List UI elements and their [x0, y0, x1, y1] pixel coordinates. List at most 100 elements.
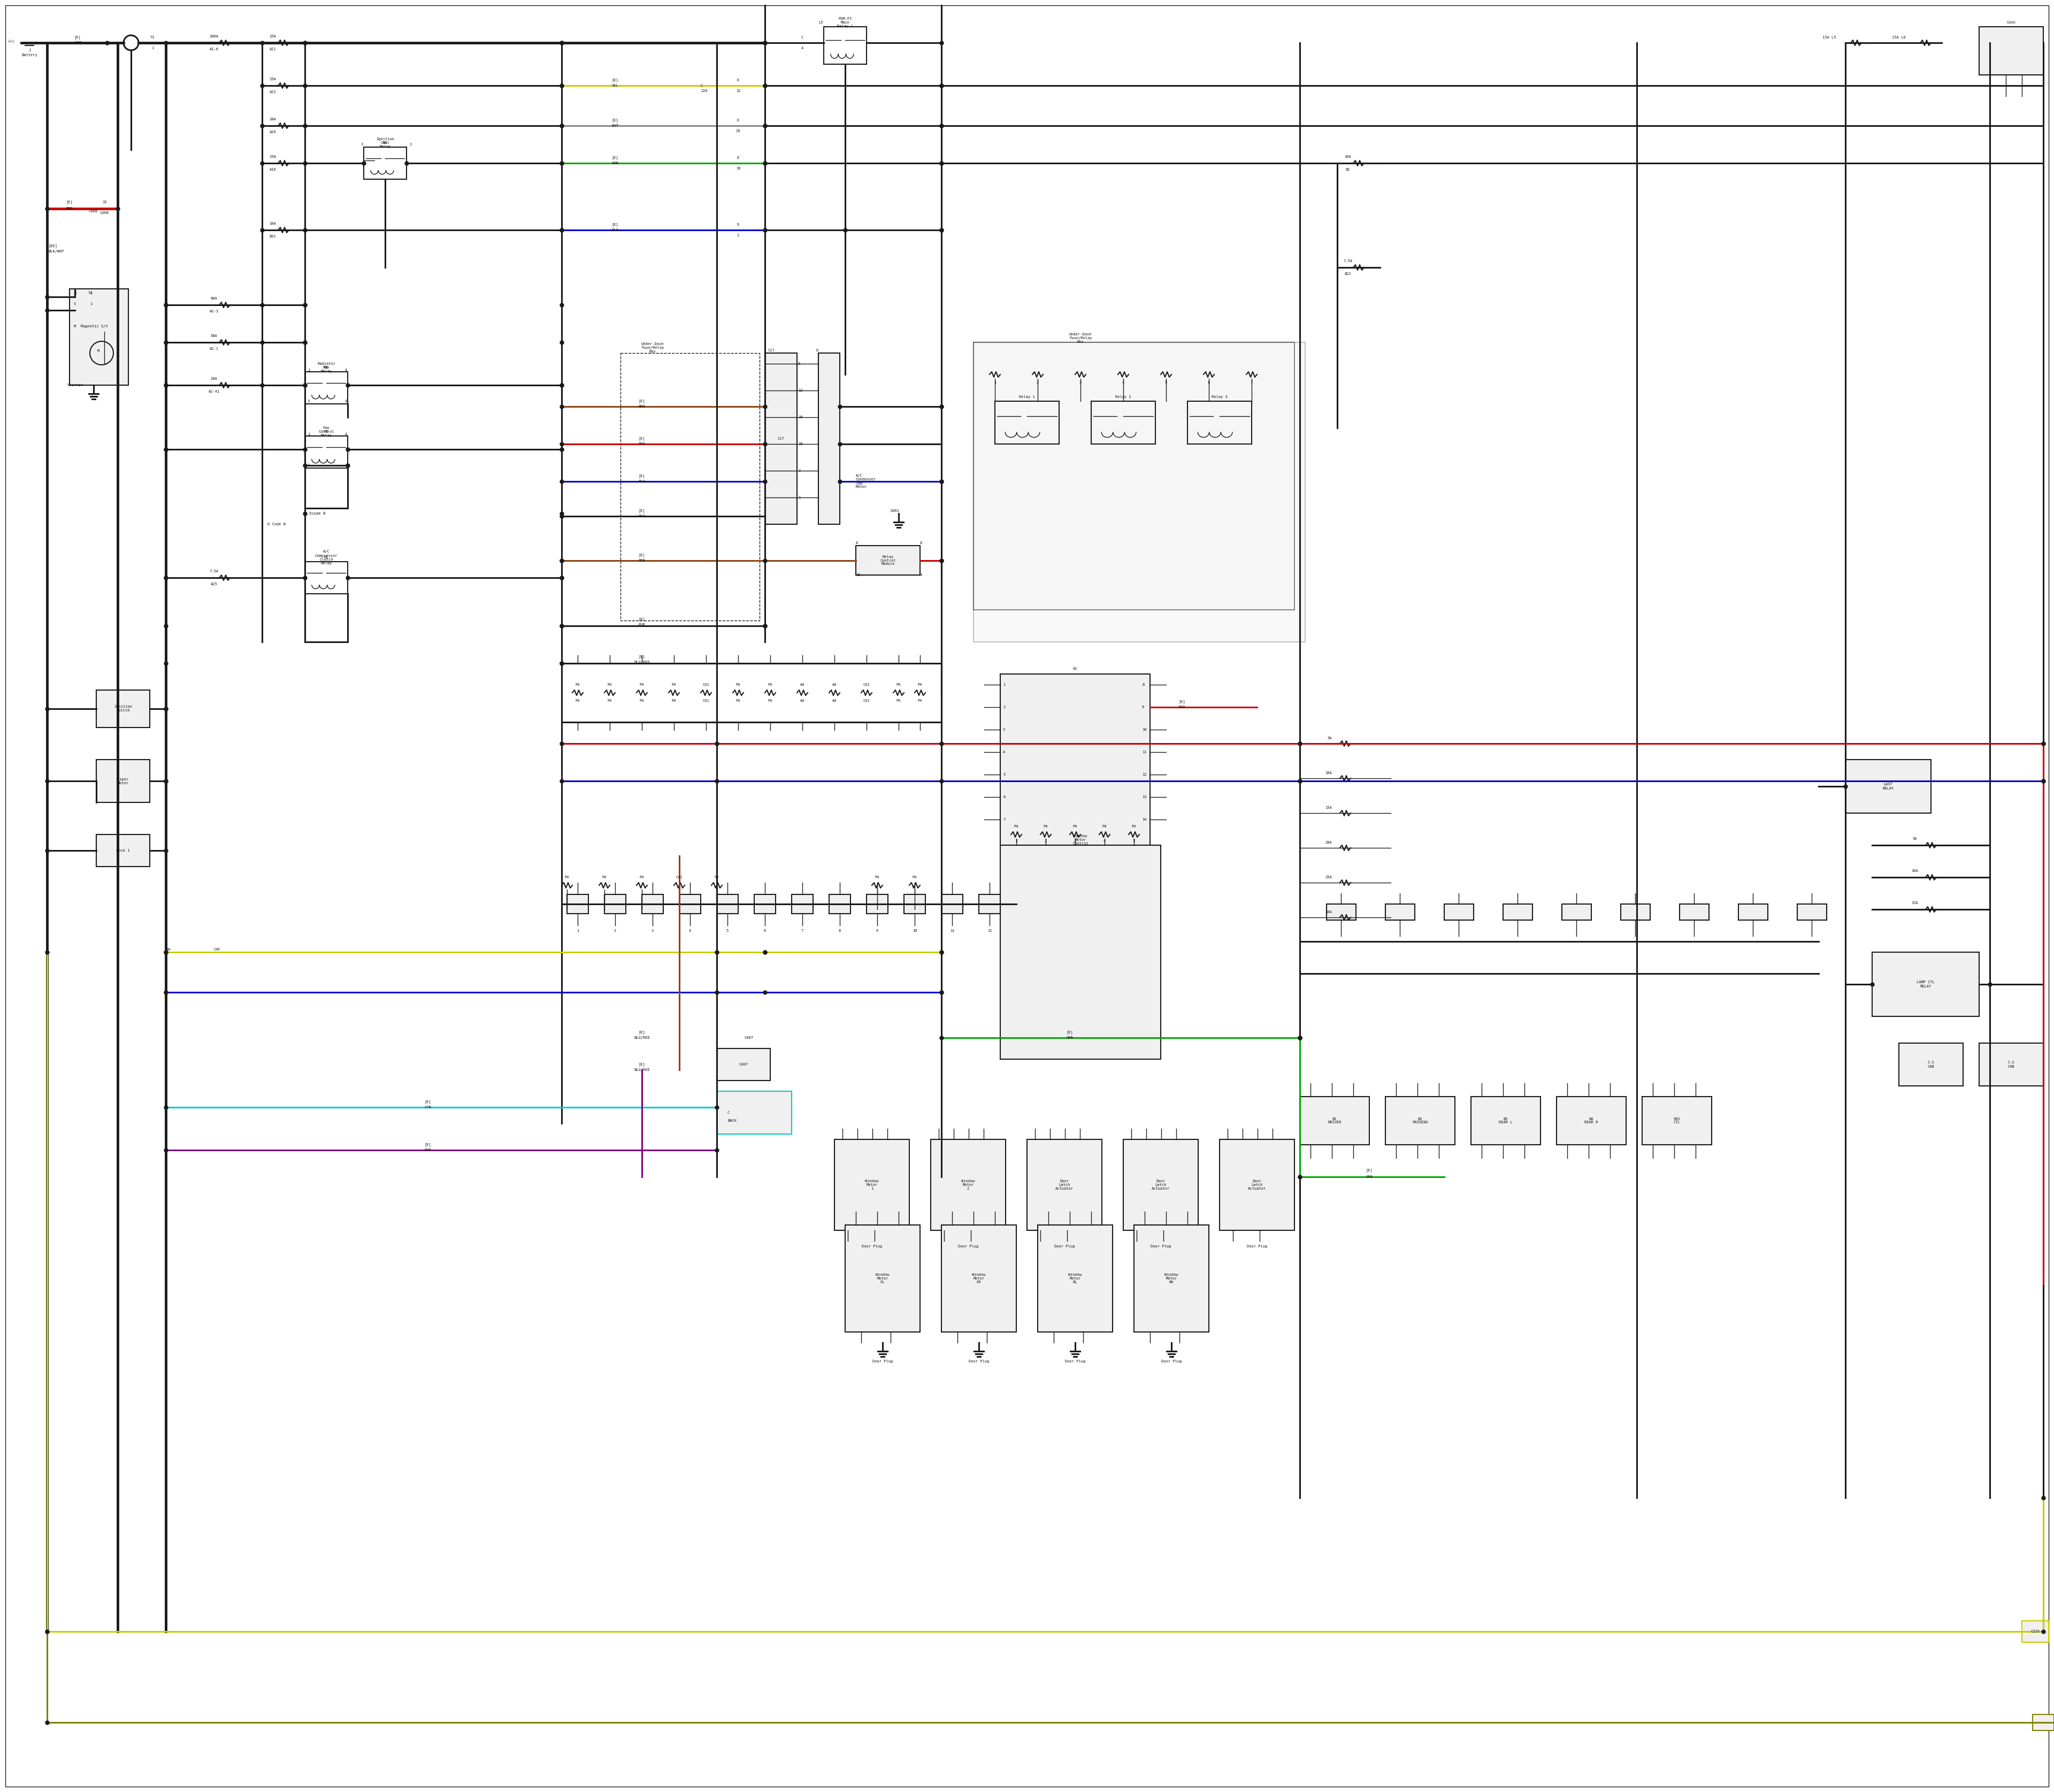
Text: 10A: 10A [1912, 869, 1918, 873]
Text: 7: 7 [801, 930, 803, 932]
Text: 2: 2 [1045, 839, 1048, 842]
Bar [974, 342, 1294, 609]
Text: 15A: 15A [1912, 901, 1918, 905]
Text: C4F: C4F [214, 948, 220, 952]
Text: Door Plug: Door Plug [861, 1245, 881, 1247]
Text: C-1
CAB: C-1 CAB [1927, 1061, 1935, 1068]
Text: [E]: [E] [425, 1143, 431, 1147]
Text: M9: M9 [325, 366, 329, 369]
Text: PGM-FI
Main
Relay 1: PGM-FI Main Relay 1 [838, 18, 852, 29]
Text: C: C [801, 36, 803, 39]
Text: 6: 6 [1002, 796, 1004, 799]
Text: [E]: [E] [1179, 701, 1185, 704]
Text: Door Plug: Door Plug [957, 1245, 978, 1247]
Text: BRN: BRN [639, 559, 645, 563]
Text: WHT: WHT [74, 41, 80, 45]
Text: B1
DRIVER: B1 DRIVER [1327, 1116, 1341, 1124]
Text: A4: A4 [832, 699, 836, 702]
Text: A21: A21 [269, 48, 275, 50]
Text: 9: 9 [877, 930, 879, 932]
Text: Door
Latch
Actuator: Door Latch Actuator [1152, 1179, 1171, 1190]
Text: [E]: [E] [1366, 1168, 1372, 1172]
Bar [1898, 1043, 1964, 1086]
Text: GRN: GRN [1366, 1176, 1372, 1179]
Text: 10: 10 [912, 930, 916, 932]
Text: Fan
Control
Relay: Fan Control Relay [318, 426, 335, 437]
Text: 6: 6 [1208, 382, 1210, 383]
Bar [857, 545, 920, 575]
Text: BRN: BRN [639, 405, 645, 409]
Text: D: D [737, 156, 739, 159]
Text: P4: P4 [735, 699, 739, 702]
Text: 1: 1 [1015, 839, 1017, 842]
Bar [304, 561, 347, 593]
Text: CYN: CYN [425, 1106, 431, 1109]
Text: WHT: WHT [612, 124, 618, 127]
Text: P4: P4 [672, 699, 676, 702]
Text: 15A: 15A [1325, 806, 1331, 810]
Text: P4: P4 [768, 699, 772, 702]
Text: L5: L5 [817, 22, 824, 23]
Text: P4: P4 [575, 699, 579, 702]
Text: BLU/RED: BLU/RED [635, 1036, 649, 1039]
Bar [1300, 1097, 1370, 1145]
Bar [1000, 846, 1161, 1059]
Text: PUR: PUR [425, 1149, 431, 1152]
Text: 3: 3 [308, 464, 310, 468]
Text: 8: 8 [799, 362, 801, 366]
Text: C-2
CAB: C-2 CAB [2009, 1061, 2015, 1068]
Text: C41: C41 [863, 699, 871, 702]
Text: P4: P4 [672, 683, 676, 686]
Text: 3: 3 [308, 400, 310, 403]
Text: 5A: 5A [1912, 837, 1916, 840]
Bar [1091, 401, 1154, 444]
Text: G301: G301 [891, 509, 900, 513]
Text: A1-6: A1-6 [210, 48, 218, 50]
Text: 1: 1 [1002, 683, 1004, 686]
Bar [1327, 903, 1356, 919]
Text: P4: P4 [1072, 824, 1078, 828]
Bar [904, 894, 926, 914]
Text: B31: B31 [269, 235, 275, 238]
Bar [754, 894, 776, 914]
Text: C41: C41 [863, 683, 871, 686]
Text: 12: 12 [799, 389, 803, 392]
Text: 15: 15 [103, 201, 107, 204]
Text: 13: 13 [1142, 796, 1146, 799]
Text: M  Magnetic S/V: M Magnetic S/V [74, 324, 109, 328]
Text: 1: 1 [90, 303, 92, 305]
Text: P4: P4 [1015, 824, 1019, 828]
Bar [830, 894, 850, 914]
Text: C41: C41 [702, 683, 709, 686]
Bar [1557, 1097, 1627, 1145]
Text: YEL: YEL [612, 84, 618, 88]
Text: A: A [857, 541, 859, 545]
Text: T4: T4 [88, 292, 92, 294]
Text: C: C [727, 1111, 729, 1115]
Bar [817, 353, 840, 525]
Bar [1471, 1097, 1540, 1145]
Text: 29: 29 [799, 416, 803, 419]
Text: [E]: [E] [612, 79, 618, 82]
Text: Under-Dash
Fuse/Relay
Box: Under-Dash Fuse/Relay Box [641, 342, 663, 353]
Text: D: D [737, 79, 739, 82]
Text: C41: C41 [702, 699, 709, 702]
Text: P4: P4 [918, 699, 922, 702]
Text: 11: 11 [1142, 751, 1146, 754]
Text: A/C
Compressor
Clutch
Relay: A/C Compressor Clutch Relay [314, 550, 337, 564]
Text: Relay 1: Relay 1 [1019, 396, 1035, 398]
Text: P4: P4 [1132, 824, 1136, 828]
Text: Relay 3: Relay 3 [1212, 396, 1228, 398]
Text: 25A: 25A [1325, 876, 1331, 878]
Text: Door Plug: Door Plug [1161, 1360, 1181, 1364]
Text: 7.5A: 7.5A [210, 570, 218, 573]
Text: P4: P4 [602, 876, 606, 878]
Text: C17: C17 [778, 437, 785, 441]
Text: 19: 19 [799, 443, 803, 446]
Text: Door Plug: Door Plug [1150, 1245, 1171, 1247]
Text: D Code B: D Code B [267, 523, 286, 525]
Text: 10A: 10A [1345, 156, 1352, 158]
Text: LAST
RELAY: LAST RELAY [1884, 783, 1894, 790]
Text: B22: B22 [1345, 272, 1352, 276]
Bar [834, 1140, 910, 1231]
